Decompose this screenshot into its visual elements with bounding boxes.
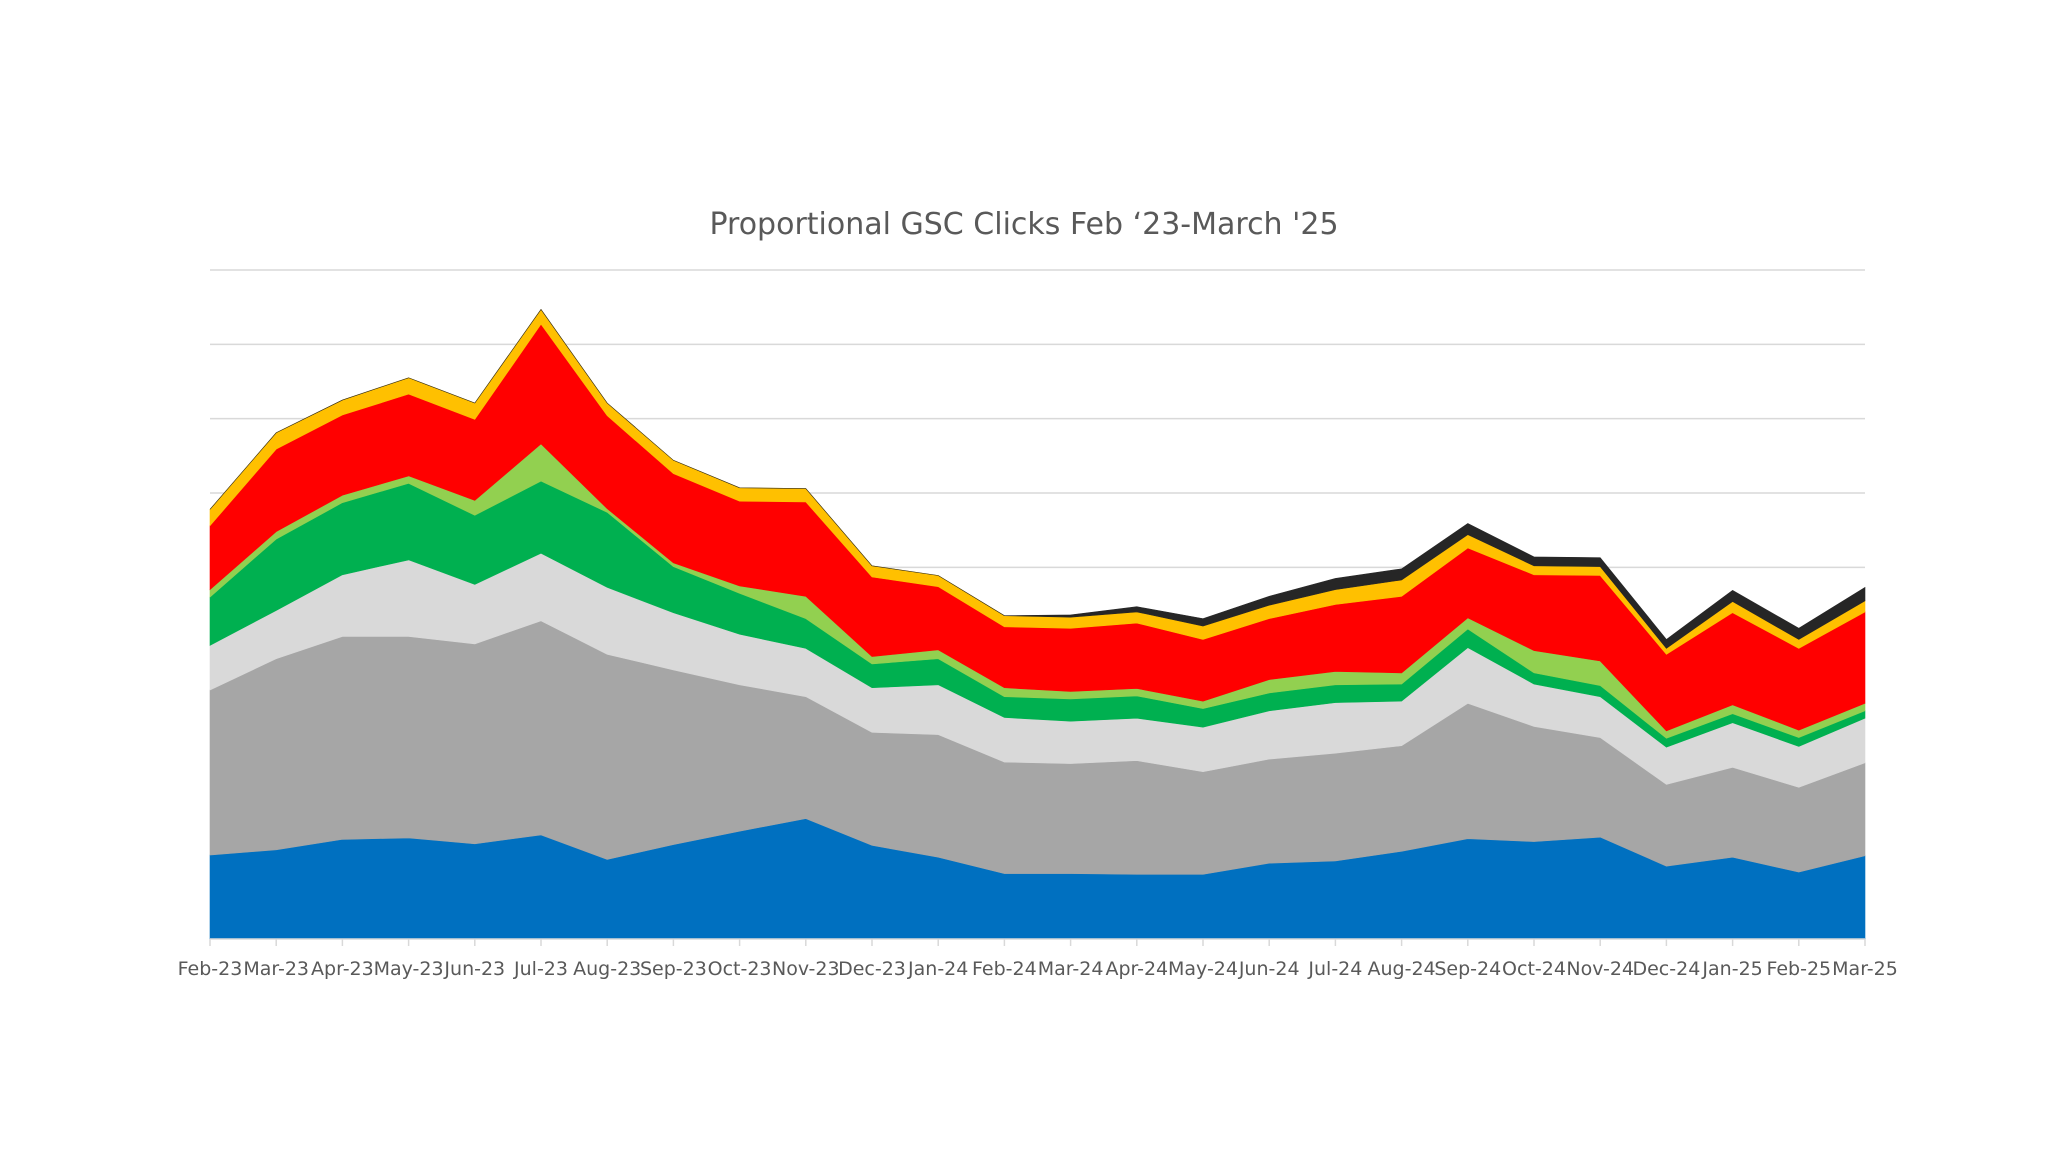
x-tick-label: Apr-24 xyxy=(1105,958,1168,980)
x-tick-label: Sep-23 xyxy=(640,958,707,980)
x-tick-label: Mar-25 xyxy=(1832,958,1898,980)
x-tick-label: Jul-23 xyxy=(513,958,568,980)
x-tick-label: Aug-23 xyxy=(573,958,641,980)
x-tick-label: Jun-24 xyxy=(1238,958,1300,980)
area-series-8 xyxy=(209,308,1866,649)
x-tick-label: Dec-24 xyxy=(1632,958,1700,980)
x-tick-label: Aug-24 xyxy=(1368,958,1436,980)
x-tick-label: Nov-24 xyxy=(1566,958,1634,980)
x-tick-label: May-23 xyxy=(374,958,444,980)
x-tick-label: Dec-23 xyxy=(838,958,906,980)
x-tick-label: Feb-23 xyxy=(178,958,243,980)
x-tick-label: May-24 xyxy=(1168,958,1238,980)
x-tick-label: Jun-23 xyxy=(443,958,505,980)
x-tick-label: Feb-25 xyxy=(1766,958,1831,980)
x-tick-label: Jan-24 xyxy=(907,958,968,980)
chart-title: Proportional GSC Clicks Feb ‘23-March '2… xyxy=(709,207,1338,242)
area-series-group xyxy=(209,308,1866,940)
x-tick-label: Sep-24 xyxy=(1434,958,1501,980)
x-tick-label: Jul-24 xyxy=(1307,958,1362,980)
x-tick-label: Oct-24 xyxy=(1502,958,1566,980)
x-tick-label: Oct-23 xyxy=(708,958,772,980)
x-tick-label: Nov-23 xyxy=(772,958,840,980)
x-axis: Feb-23 Mar-23 Apr-23 May-23 Jun-23 Jul-23 Aug-… xyxy=(178,938,1898,980)
x-tick-label: Mar-24 xyxy=(1038,958,1104,980)
x-tick-label: Apr-23 xyxy=(311,958,374,980)
x-tick-label: Feb-24 xyxy=(972,958,1037,980)
x-tick-label: Mar-23 xyxy=(243,958,309,980)
x-tick-label: Jan-25 xyxy=(1701,958,1762,980)
